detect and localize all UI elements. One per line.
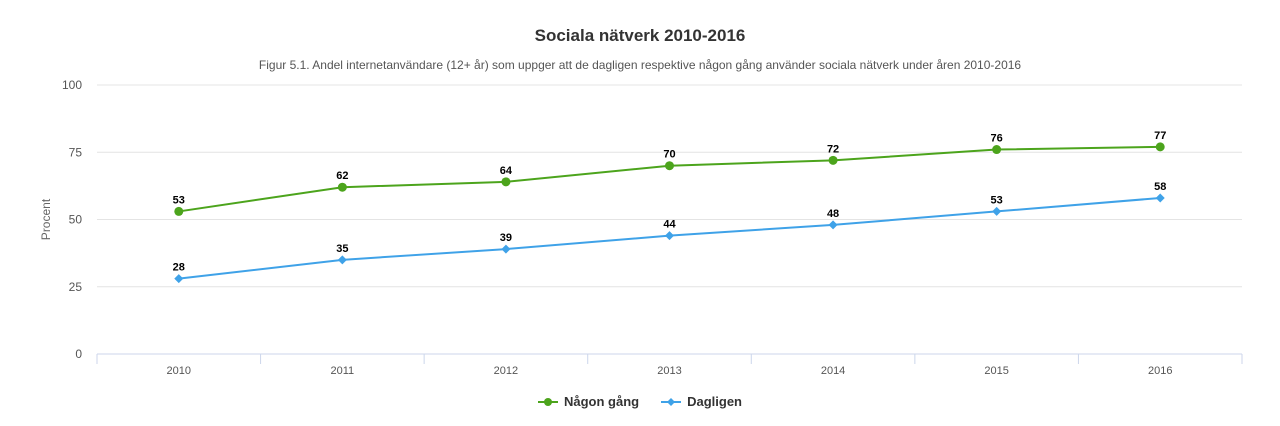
- data-label: 28: [173, 262, 185, 274]
- x-tick-label: 2016: [1148, 365, 1172, 377]
- x-tick-label: 2010: [167, 365, 191, 377]
- x-tick-label: 2014: [821, 365, 845, 377]
- data-point: [665, 161, 674, 171]
- data-point: [501, 177, 511, 187]
- y-axis-label: Procent: [39, 198, 53, 240]
- legend-label: Dagligen: [687, 394, 742, 409]
- legend-marker-circle-icon: [537, 397, 558, 406]
- y-tick-label: 0: [75, 347, 82, 361]
- data-point: [501, 244, 511, 254]
- data-point: [828, 220, 838, 230]
- data-label: 58: [1154, 181, 1166, 193]
- y-tick-label: 100: [62, 78, 82, 92]
- data-label: 39: [500, 232, 512, 244]
- data-point: [337, 182, 347, 192]
- data-label: 44: [663, 219, 676, 231]
- x-tick-label: 2013: [657, 365, 681, 377]
- data-label: 48: [827, 208, 839, 220]
- data-point: [174, 274, 184, 284]
- data-label: 70: [663, 149, 675, 161]
- y-tick-label: 50: [69, 213, 83, 227]
- data-point: [337, 255, 347, 265]
- data-label: 35: [336, 243, 348, 255]
- data-point: [828, 155, 838, 165]
- data-label: 53: [991, 194, 1003, 206]
- y-tick-label: 25: [69, 280, 83, 294]
- x-tick-label: 2011: [331, 365, 355, 377]
- data-label: 72: [827, 143, 839, 155]
- data-label: 76: [991, 133, 1003, 145]
- data-point: [1155, 193, 1165, 203]
- legend: Någon gång Dagligen: [0, 394, 1280, 409]
- legend-marker-diamond-icon: [661, 397, 682, 406]
- chart-subtitle: Figur 5.1. Andel internetanvändare (12+ …: [258, 58, 1022, 72]
- data-point: [665, 231, 674, 241]
- data-point: [174, 206, 184, 216]
- data-point: [1155, 142, 1165, 152]
- data-point: [992, 206, 1002, 216]
- x-tick-label: 2015: [984, 365, 1008, 377]
- legend-item-dagligen[interactable]: Dagligen: [661, 394, 742, 409]
- legend-item-nagon-gang[interactable]: Någon gång: [537, 394, 640, 409]
- data-label: 62: [336, 170, 348, 182]
- data-label: 64: [500, 165, 513, 177]
- legend-label: Någon gång: [563, 394, 640, 409]
- y-tick-label: 75: [69, 145, 83, 159]
- x-tick-label: 2012: [494, 365, 518, 377]
- data-point: [992, 145, 1002, 155]
- data-label: 77: [1154, 130, 1166, 142]
- data-label: 53: [173, 194, 185, 206]
- chart-title: Sociala nätverk 2010-2016: [534, 26, 746, 45]
